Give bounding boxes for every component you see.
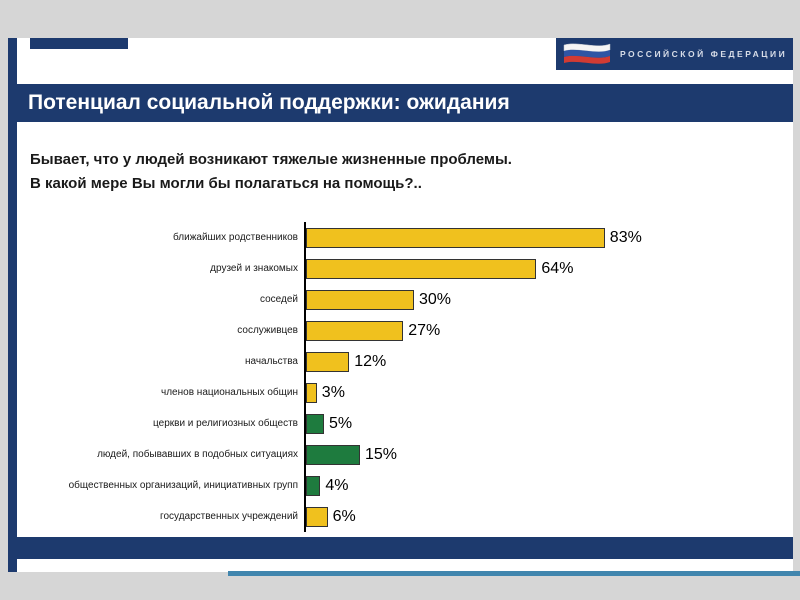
bar-value-label: 6% — [332, 507, 356, 525]
bar-category-label: государственных учреждений — [160, 511, 298, 522]
bar — [306, 506, 328, 527]
chart-row: членов национальных общин 3% — [30, 377, 778, 408]
chart-question-line1: Бывает, что у людей возникают тяжелые жи… — [30, 151, 512, 168]
bar-value-label: 30% — [419, 290, 452, 308]
chart-row: церкви и религиозных обществ 5% — [30, 408, 778, 439]
chart-row: ближайших родственников 83% — [30, 222, 778, 253]
bar — [306, 258, 537, 279]
chart-row: сослуживцев 27% — [30, 315, 778, 346]
org-name-label: РОССИЙСКОЙ ФЕДЕРАЦИИ — [620, 49, 788, 59]
chart-row: друзей и знакомых 64% — [30, 253, 778, 284]
bar-category-label: сослуживцев — [237, 325, 298, 336]
chart-question: Бывает, что у людей возникают тяжелые жи… — [30, 148, 750, 196]
chart-row: государственных учреждений 6% — [30, 501, 778, 532]
bar-zone: 15% — [304, 439, 778, 470]
bar-zone: 27% — [304, 315, 778, 346]
bar — [306, 413, 324, 434]
bar-zone: 30% — [304, 284, 778, 315]
bar-zone: 6% — [304, 501, 778, 532]
bar — [306, 475, 321, 496]
bar-value-label: 5% — [329, 414, 353, 432]
bar — [306, 444, 360, 465]
chart-question-line2: В какой мере Вы могли бы полагаться на п… — [30, 175, 422, 192]
bar-zone: 64% — [304, 253, 778, 284]
bar-value-label: 27% — [408, 321, 441, 339]
bar-category-label: начальства — [244, 356, 298, 367]
bar-zone: 4% — [304, 470, 778, 501]
page-title: Потенциал социальной поддержки: ожидания — [28, 91, 510, 114]
bottom-teal-line — [228, 571, 800, 576]
chart-row: начальства 12% — [30, 346, 778, 377]
bar-category-label: церкви и религиозных обществ — [153, 418, 298, 429]
bar — [306, 289, 414, 310]
bar-value-label: 15% — [365, 445, 398, 463]
bar-category-label: общественных организаций, инициативных г… — [68, 480, 298, 491]
bar-chart: ближайших родственников 83% друзей и знако… — [30, 222, 778, 532]
left-accent-stripe — [8, 38, 17, 572]
top-left-accent-tab — [30, 38, 128, 49]
bar — [306, 382, 317, 403]
chart-row: людей, побывавших в подобных ситуациях 15… — [30, 439, 778, 470]
header-emblem-panel: РОССИЙСКОЙ ФЕДЕРАЦИИ — [556, 38, 793, 70]
bar-zone: 83% — [304, 222, 778, 253]
bar-zone: 3% — [304, 377, 778, 408]
chart-row: соседей 30% — [30, 284, 778, 315]
bar-zone: 12% — [304, 346, 778, 377]
bar-value-label: 64% — [541, 259, 574, 277]
bar-value-label: 3% — [321, 383, 345, 401]
bar-value-label: 4% — [325, 476, 349, 494]
slide-title-band: Потенциал социальной поддержки: ожидания — [8, 84, 793, 122]
chart-rows: ближайших родственников 83% друзей и знако… — [30, 222, 778, 532]
bar-category-label: членов национальных общин — [161, 387, 298, 398]
bar-category-label: людей, побывавших в подобных ситуациях — [97, 449, 298, 460]
bar-category-label: соседей — [260, 294, 298, 305]
bar-category-label: друзей и знакомых — [210, 263, 298, 274]
bar — [306, 351, 350, 372]
chart-row: общественных организаций, инициативных г… — [30, 470, 778, 501]
bar — [306, 227, 605, 248]
bottom-accent-band — [8, 537, 793, 559]
bar — [306, 320, 404, 341]
bar-category-label: ближайших родственников — [173, 232, 298, 243]
bar-zone: 5% — [304, 408, 778, 439]
bar-value-label: 12% — [354, 352, 387, 370]
bar-value-label: 83% — [609, 228, 642, 246]
russia-flag-icon — [562, 40, 614, 68]
